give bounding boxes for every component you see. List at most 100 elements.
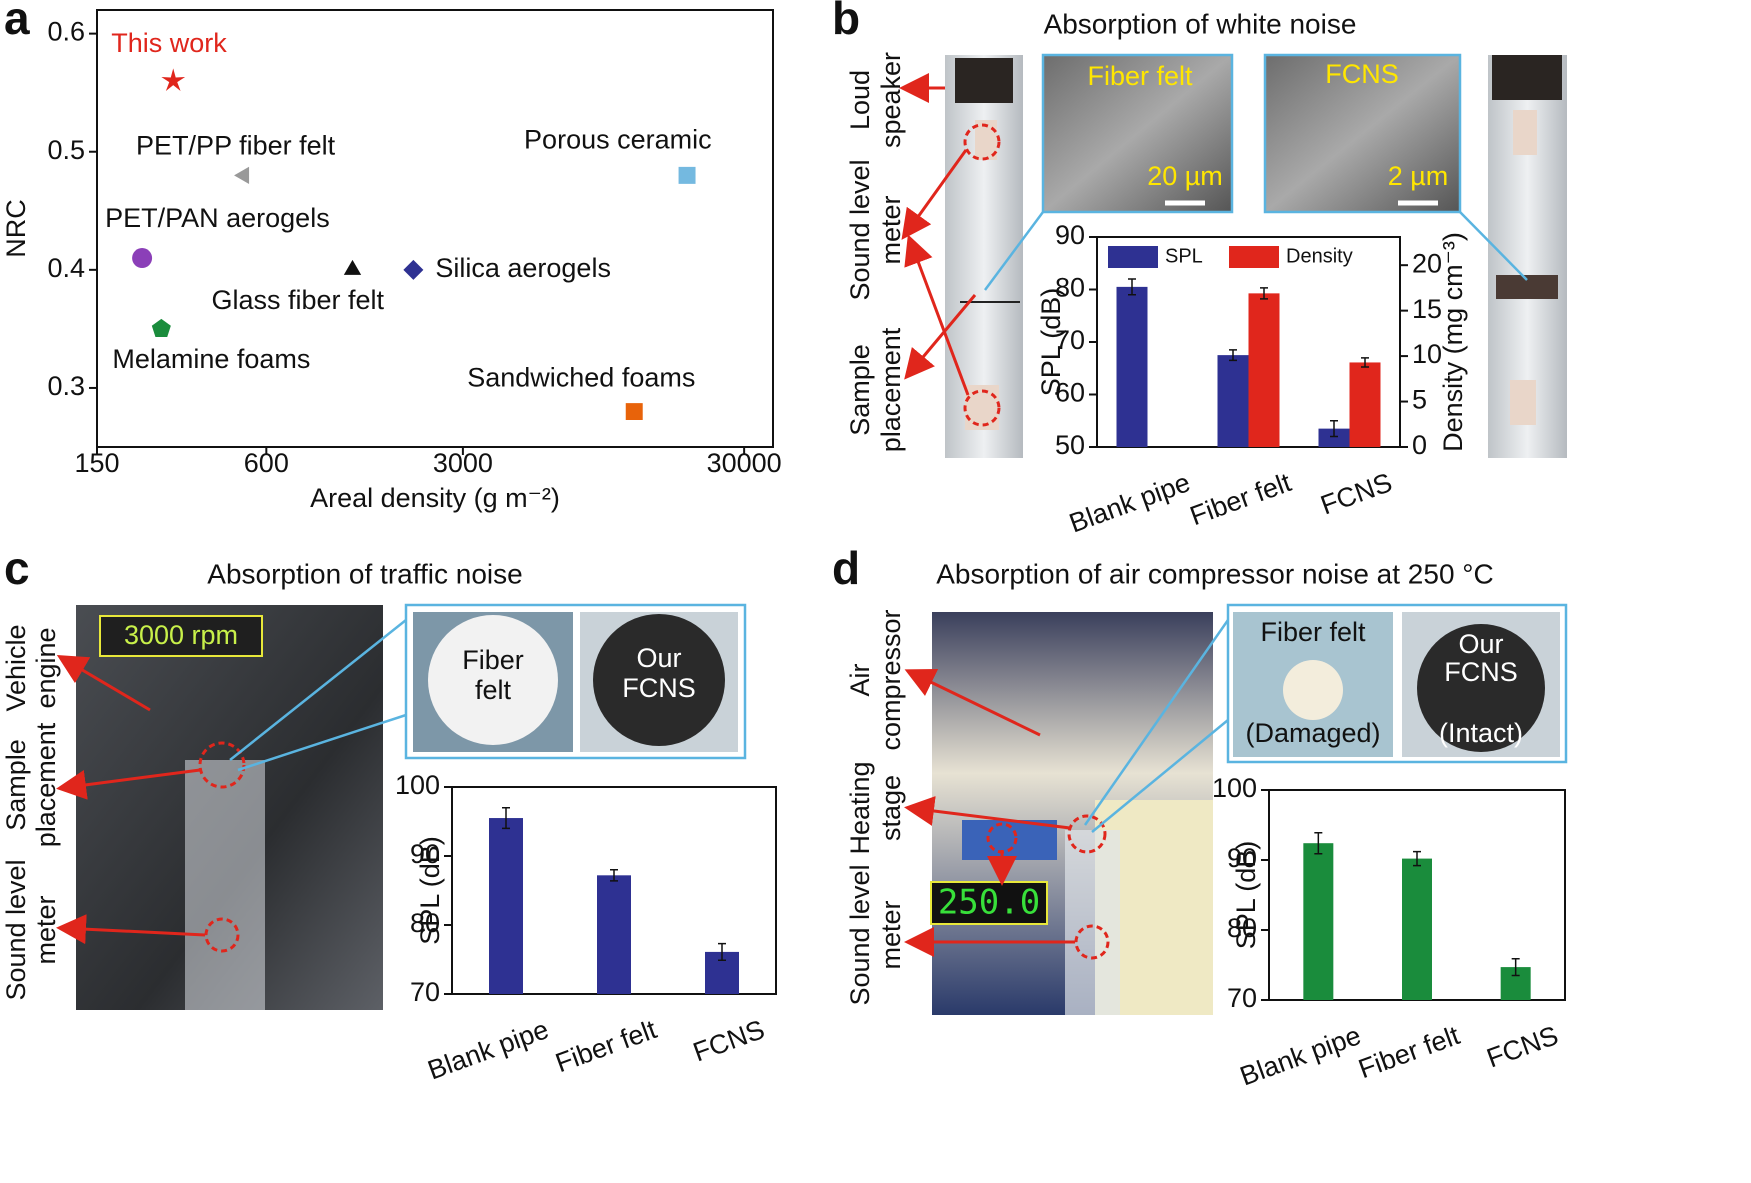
side-label: Sample — [845, 344, 875, 436]
error-bar — [1229, 349, 1237, 362]
y-tick-label: 90 — [1055, 220, 1085, 250]
error-bar — [1413, 850, 1421, 867]
bar — [1402, 858, 1432, 1000]
connector — [983, 211, 1045, 291]
point-label: This work — [111, 28, 227, 58]
display-label: 250.0 — [938, 883, 1040, 923]
point — [678, 166, 696, 184]
arrow — [901, 149, 968, 240]
y-tick-label: 60 — [1055, 378, 1085, 408]
panel-label: b — [832, 0, 860, 44]
point-label: Glass fiber felt — [211, 285, 384, 315]
scale-label: 2 µm — [1388, 161, 1449, 191]
highlight — [963, 123, 1001, 161]
sem-inset — [1263, 53, 1462, 214]
badge-label: 3000 rpm — [124, 620, 238, 650]
inset-label: FCNS — [1325, 59, 1399, 89]
tube — [1065, 830, 1120, 1015]
connector — [237, 713, 407, 772]
side-label: Loud — [845, 70, 875, 130]
error-bar — [1314, 831, 1323, 855]
meter — [1513, 110, 1537, 155]
connector — [1083, 619, 1230, 826]
point-label: Silica aerogels — [435, 253, 611, 283]
bar — [1116, 286, 1148, 447]
display — [930, 881, 1048, 925]
y2-tick-label: 10 — [1412, 339, 1442, 369]
bar — [1248, 293, 1280, 447]
point — [132, 248, 153, 269]
meter — [965, 385, 999, 430]
inset-label: FCNS — [622, 673, 696, 703]
y2-tick-label: 5 — [1412, 385, 1427, 415]
x-tick-label: Blank pipe — [1236, 1020, 1365, 1091]
legend-swatch — [1229, 246, 1279, 268]
legend-label: SPL — [1165, 245, 1203, 267]
x-tick-label: FCNS — [1317, 467, 1396, 520]
arrow — [56, 654, 151, 712]
sample — [428, 615, 558, 745]
y-tick-label: 70 — [1055, 325, 1085, 355]
point — [403, 259, 424, 280]
y-tick-label: 50 — [1055, 430, 1085, 460]
y-tick-label: 80 — [1227, 913, 1257, 943]
x-tick-label: Fiber felt — [1355, 1020, 1464, 1084]
panel-label: d — [832, 542, 860, 594]
y2-tick-label: 0 — [1412, 430, 1427, 460]
inset-label: (Damaged) — [1245, 718, 1380, 748]
arrow — [904, 796, 1071, 830]
side-label: Sound level — [845, 159, 875, 300]
side-label: speaker — [876, 52, 906, 148]
panel-title: Absorption of air compressor noise at 25… — [936, 558, 1493, 589]
inset-label: Our — [636, 643, 681, 673]
plot-frame — [96, 9, 774, 448]
point-label: Porous ceramic — [524, 124, 712, 154]
panel-title: Absorption of white noise — [1044, 8, 1357, 39]
side-label: Air — [845, 663, 875, 696]
bar — [489, 818, 523, 994]
inset-label: (Intact) — [1439, 718, 1523, 748]
highlight — [1074, 924, 1110, 960]
highlight — [1067, 814, 1107, 854]
y-tick-label: 100 — [1212, 773, 1257, 803]
panel-label: c — [4, 542, 30, 594]
bar — [1349, 362, 1381, 447]
point-label: PET/PP fiber felt — [136, 130, 336, 160]
panel-label: a — [4, 0, 30, 44]
x-tick-label: FCNS — [689, 1014, 768, 1067]
error-bar — [1128, 278, 1136, 296]
y-tick-label: 0.3 — [47, 371, 85, 401]
y2-axis-label: Density (mg cm⁻³) — [1438, 232, 1468, 452]
y-tick-label: 90 — [1227, 843, 1257, 873]
tube — [185, 760, 265, 1010]
inset-label: felt — [475, 675, 512, 705]
side-label: Vehicle — [1, 624, 31, 711]
arrow — [904, 234, 970, 396]
y-tick-label: 70 — [1227, 983, 1257, 1013]
y-axis-label: SPL (dB) — [415, 836, 445, 945]
sample — [1283, 660, 1343, 720]
arrow — [904, 294, 977, 380]
connector — [1091, 719, 1229, 833]
y-tick-label: 0.5 — [47, 135, 85, 165]
side-label: placement — [31, 722, 61, 847]
point-label: Melamine foams — [112, 344, 310, 374]
error-bar — [1361, 357, 1369, 368]
point — [161, 68, 186, 91]
arrow — [56, 768, 201, 800]
side-label: Sample — [1, 739, 31, 831]
bar — [1303, 843, 1334, 1000]
side-label: meter — [876, 195, 906, 264]
error-bar — [718, 942, 726, 961]
error-bar — [1511, 957, 1520, 977]
bar — [1217, 355, 1249, 447]
sem-inset — [1041, 53, 1234, 214]
x-tick-label: Fiber felt — [552, 1014, 661, 1078]
sample — [1417, 624, 1545, 752]
side-label: Sound level — [1, 859, 31, 1000]
y-tick-label: 0.4 — [47, 253, 85, 283]
side-label: Sound level — [845, 864, 875, 1005]
inset-label: Our — [1458, 629, 1503, 659]
legend-swatch — [1108, 246, 1158, 268]
y-tick-label: 90 — [410, 839, 440, 869]
